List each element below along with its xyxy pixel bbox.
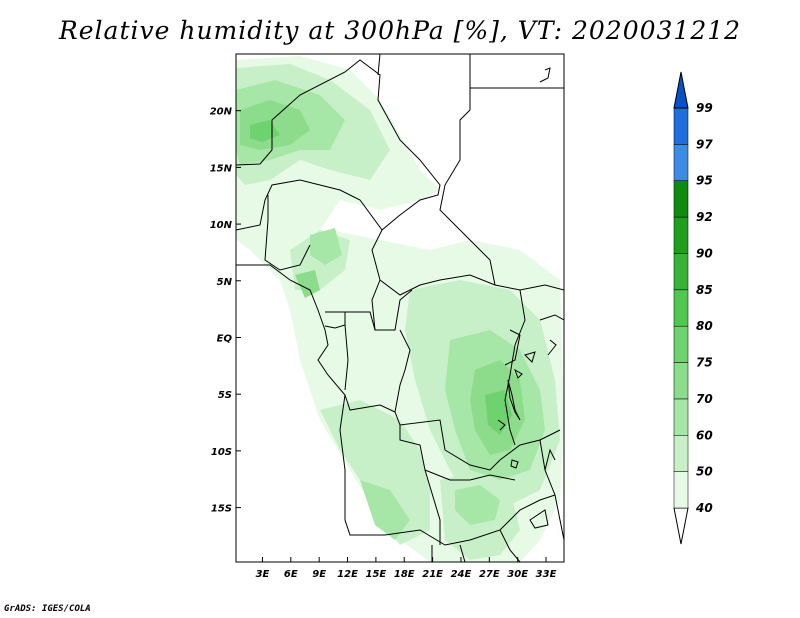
lon-tick-label: 21E — [422, 569, 443, 580]
colorbar-segment — [673, 253, 689, 291]
lon-tick-label: 3E — [256, 569, 270, 580]
latitude-axis: 20N 15N 10N 5N EQ 5S 10S 15S — [210, 107, 241, 515]
colorbar-segment — [673, 180, 689, 218]
rh-region-zambia-60 — [455, 485, 500, 525]
colorbar-label: 99 — [696, 101, 713, 115]
colorbar-segment — [673, 362, 689, 400]
colorbar: 40 50 60 70 75 80 85 90 92 95 97 99 — [673, 71, 713, 545]
map-frame — [235, 53, 565, 563]
lon-tick-label: 33E — [536, 569, 557, 580]
colorbar-label: 70 — [696, 392, 713, 406]
colorbar-segment — [673, 289, 689, 327]
colorbar-label: 80 — [696, 319, 713, 333]
lat-tick-label: 5N — [217, 277, 233, 288]
lat-tick-label: 15S — [211, 504, 232, 515]
grads-credit: GrADS: IGES/COLA — [4, 604, 91, 614]
lat-tick-label: 10S — [211, 447, 232, 458]
colorbar-label: 40 — [695, 501, 713, 515]
lat-tick-label: 5S — [218, 390, 232, 401]
rh-region-cameroon-60 — [310, 228, 342, 265]
lon-tick-label: 27E — [479, 569, 500, 580]
colorbar-segment — [673, 471, 689, 509]
colorbar-label: 95 — [696, 174, 713, 188]
humidity-shading — [236, 56, 564, 562]
lon-tick-label: 15E — [366, 569, 387, 580]
lon-tick-label: 9E — [312, 569, 326, 580]
lat-tick-label: 20N — [210, 107, 233, 118]
lon-tick-label: 24E — [451, 569, 472, 580]
colorbar-segment — [673, 435, 689, 472]
colorbar-segment — [673, 107, 689, 145]
colorbar-label: 60 — [696, 428, 713, 442]
lon-tick-label: 12E — [337, 569, 358, 580]
colorbar-label: 97 — [696, 137, 713, 151]
lon-tick-label: 30E — [507, 569, 528, 580]
lat-tick-label: 10N — [210, 220, 233, 231]
colorbar-label: 90 — [696, 246, 713, 260]
lat-tick-label: EQ — [217, 333, 233, 344]
rh-region-gabon-70 — [295, 270, 320, 298]
lon-tick-label: 6E — [284, 569, 298, 580]
colorbar-label: 85 — [696, 283, 713, 297]
colorbar-segment — [673, 325, 689, 363]
country-borders — [236, 54, 564, 562]
colorbar-label: 92 — [696, 210, 713, 224]
rh-region-angola-60 — [360, 480, 410, 540]
colorbar-segment — [673, 398, 689, 436]
lat-tick-label: 15N — [210, 163, 233, 174]
lakes — [507, 351, 549, 529]
colorbar-segment — [673, 144, 689, 181]
colorbar-segment — [673, 216, 689, 254]
chart-title: Relative humidity at 300hPa [%], VT: 202… — [58, 16, 742, 45]
longitude-axis: 3E 6E 9E 12E 15E 18E 21E 24E 27E 30E 33E — [256, 557, 557, 580]
colorbar-label: 50 — [696, 465, 713, 479]
colorbar-label: 75 — [696, 356, 713, 370]
colorbar-over-arrow — [673, 71, 689, 109]
lon-tick-label: 18E — [394, 569, 415, 580]
colorbar-under-arrow — [673, 507, 689, 545]
